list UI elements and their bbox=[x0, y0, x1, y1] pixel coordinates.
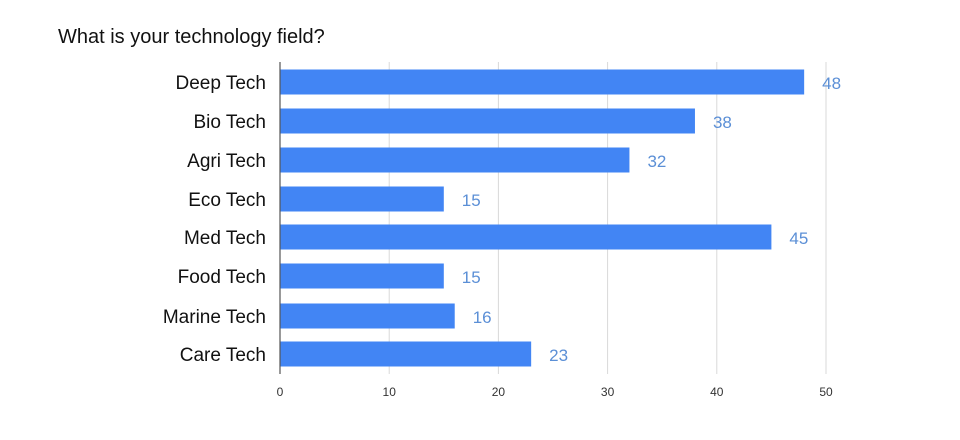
value-label-6: 16 bbox=[473, 308, 492, 327]
bar-4 bbox=[280, 224, 772, 250]
bar-3 bbox=[280, 186, 444, 212]
x-tick-label-5: 50 bbox=[819, 385, 833, 399]
bar-2 bbox=[280, 147, 630, 173]
category-label-7: Care Tech bbox=[180, 345, 266, 366]
category-label-6: Marine Tech bbox=[163, 307, 266, 328]
x-tick-label-0: 0 bbox=[277, 385, 284, 399]
value-label-1: 38 bbox=[713, 113, 732, 132]
chart-title: What is your technology field? bbox=[58, 26, 325, 48]
x-tick-label-3: 30 bbox=[601, 385, 615, 399]
x-tick-label-1: 10 bbox=[383, 385, 397, 399]
category-label-0: Deep Tech bbox=[176, 73, 267, 94]
value-label-0: 48 bbox=[822, 74, 841, 93]
category-label-5: Food Tech bbox=[178, 267, 266, 288]
value-label-3: 15 bbox=[462, 191, 481, 210]
value-label-7: 23 bbox=[549, 346, 568, 365]
bar-6 bbox=[280, 303, 455, 329]
bar-1 bbox=[280, 108, 695, 134]
bar-5 bbox=[280, 263, 444, 289]
value-label-5: 15 bbox=[462, 268, 481, 287]
x-tick-label-4: 40 bbox=[710, 385, 724, 399]
bar-7 bbox=[280, 341, 532, 367]
category-label-2: Agri Tech bbox=[187, 151, 266, 172]
value-label-2: 32 bbox=[647, 152, 666, 171]
category-label-3: Eco Tech bbox=[188, 190, 266, 211]
value-label-4: 45 bbox=[789, 229, 808, 248]
x-tick-label-2: 20 bbox=[492, 385, 506, 399]
category-label-1: Bio Tech bbox=[193, 112, 266, 133]
bar-0 bbox=[280, 69, 805, 95]
category-label-4: Med Tech bbox=[184, 228, 266, 249]
